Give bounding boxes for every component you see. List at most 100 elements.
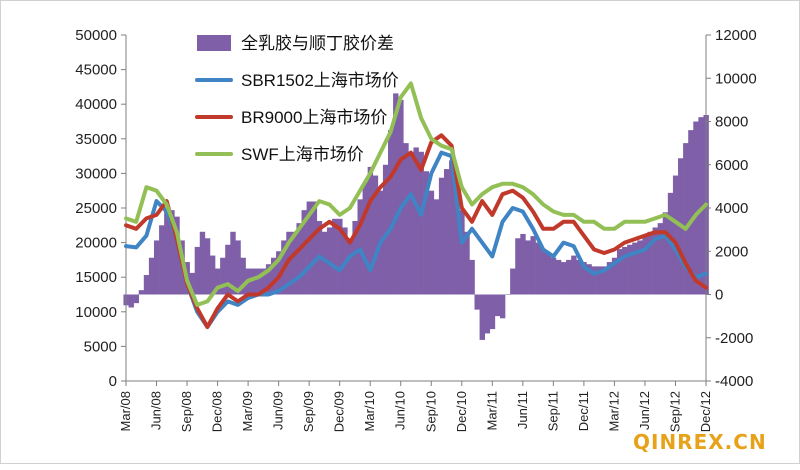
bar-mark bbox=[362, 182, 368, 295]
x-tick-label: Dec/11 bbox=[576, 391, 591, 431]
bar-mark bbox=[586, 264, 592, 295]
x-tick-label: Mar/11 bbox=[484, 391, 499, 431]
legend: 全乳胶与顺丁胶价差 SBR1502上海市场价 BR9000上海市场价 SWF上海市场价 bbox=[195, 34, 399, 164]
x-tick-label: Jun/09 bbox=[271, 391, 286, 430]
bar-mark bbox=[133, 294, 140, 304]
bar-mark bbox=[164, 210, 170, 295]
left-tick-label: 50000 bbox=[75, 27, 117, 44]
x-tick-label: Jun/12 bbox=[637, 391, 652, 430]
right-tick-label: 12000 bbox=[715, 27, 757, 44]
bar-mark bbox=[220, 257, 226, 295]
bar-mark bbox=[535, 242, 541, 295]
bar-mark bbox=[255, 268, 262, 295]
legend-label-3: SWF上海市场价 bbox=[241, 145, 364, 164]
x-tick-label: Jun/08 bbox=[149, 391, 164, 430]
bar-mark bbox=[423, 171, 430, 295]
right-tick-label: 6000 bbox=[715, 157, 748, 174]
bar-mark bbox=[459, 210, 465, 295]
left-tick-label: 10000 bbox=[75, 304, 117, 321]
left-tick-label: 5000 bbox=[84, 338, 117, 355]
bar-mark bbox=[230, 231, 236, 295]
legend-label-0: 全乳胶与顺丁胶价差 bbox=[241, 34, 394, 53]
bar-mark bbox=[652, 227, 658, 295]
bar-mark bbox=[510, 268, 516, 295]
bar-mark bbox=[698, 117, 704, 295]
left-tick-label: 45000 bbox=[75, 62, 117, 79]
bar-mark bbox=[265, 264, 272, 295]
bar-mark bbox=[199, 231, 206, 295]
bar-mark bbox=[611, 257, 618, 295]
bar-mark bbox=[235, 240, 241, 295]
bar-mark bbox=[271, 257, 277, 295]
bar-mark bbox=[367, 166, 374, 295]
left-tick-label: 0 bbox=[109, 373, 117, 390]
bar-mark bbox=[489, 294, 496, 330]
left-tick-label: 15000 bbox=[75, 269, 117, 286]
bar-mark bbox=[138, 290, 145, 295]
bar-mark bbox=[449, 160, 455, 295]
left-tick-label: 40000 bbox=[75, 96, 117, 113]
bar-mark bbox=[301, 210, 307, 295]
bar-mark bbox=[250, 268, 257, 295]
watermark-text: QINREX.CN bbox=[633, 430, 767, 454]
left-tick-label: 25000 bbox=[75, 200, 117, 217]
bar-mark bbox=[576, 259, 582, 295]
bar-mark bbox=[433, 199, 440, 295]
bar-mark bbox=[555, 259, 562, 295]
x-tick-label: Mar/09 bbox=[240, 391, 255, 431]
bar-mark bbox=[561, 262, 567, 295]
series-line-3 bbox=[124, 81, 708, 307]
legend-swatch-0 bbox=[197, 35, 231, 51]
bar-mark bbox=[321, 231, 328, 295]
bar-mark bbox=[545, 253, 552, 295]
bar-mark bbox=[291, 231, 297, 295]
bar-mark bbox=[601, 266, 608, 295]
bar-mark bbox=[627, 244, 633, 295]
x-tick-label: Dec/09 bbox=[332, 391, 347, 432]
bars-layer bbox=[123, 93, 709, 340]
bar-mark bbox=[128, 294, 134, 308]
right-tick-label: 2000 bbox=[715, 243, 748, 260]
bar-mark bbox=[174, 216, 180, 295]
lines-layer bbox=[124, 81, 708, 329]
bar-mark bbox=[616, 249, 623, 295]
bar-mark bbox=[474, 294, 480, 310]
legend-label-2: BR9000上海市场价 bbox=[241, 108, 387, 127]
bar-mark bbox=[204, 238, 211, 295]
bar-mark bbox=[657, 223, 664, 295]
bar-mark bbox=[169, 210, 175, 295]
bar-mark bbox=[398, 99, 404, 295]
x-tick-label: Sep/10 bbox=[423, 391, 438, 432]
right-tick-label: 0 bbox=[715, 287, 723, 304]
bar-mark bbox=[215, 268, 221, 295]
bar-mark bbox=[622, 246, 628, 295]
bar-mark bbox=[153, 240, 160, 295]
bar-mark bbox=[637, 240, 643, 295]
x-tick-label: Dec/12 bbox=[698, 391, 713, 432]
ticks-layer: 0500010000150002000025000300003500040000… bbox=[75, 27, 756, 432]
right-tick-label: 8000 bbox=[715, 114, 748, 131]
right-tick-label: -4000 bbox=[715, 373, 753, 390]
x-tick-label: Mar/08 bbox=[118, 391, 133, 431]
bar-mark bbox=[520, 233, 526, 295]
bar-mark bbox=[571, 255, 577, 295]
bar-mark bbox=[352, 220, 358, 295]
bar-mark bbox=[159, 225, 165, 295]
bar-mark bbox=[372, 175, 379, 295]
bar-mark bbox=[683, 143, 689, 295]
bar-mark bbox=[693, 121, 699, 295]
bar-mark bbox=[347, 238, 353, 295]
bar-mark bbox=[326, 227, 333, 295]
bar-mark bbox=[464, 231, 470, 295]
bar-mark bbox=[632, 242, 638, 295]
bar-mark bbox=[225, 244, 231, 295]
bar-mark bbox=[194, 246, 201, 295]
bar-mark bbox=[260, 268, 267, 295]
bar-mark bbox=[591, 266, 597, 295]
bar-mark bbox=[540, 249, 547, 295]
bar-mark bbox=[148, 257, 155, 295]
bar-mark bbox=[662, 212, 669, 295]
bar-mark bbox=[581, 262, 587, 295]
bar-mark bbox=[143, 275, 150, 295]
